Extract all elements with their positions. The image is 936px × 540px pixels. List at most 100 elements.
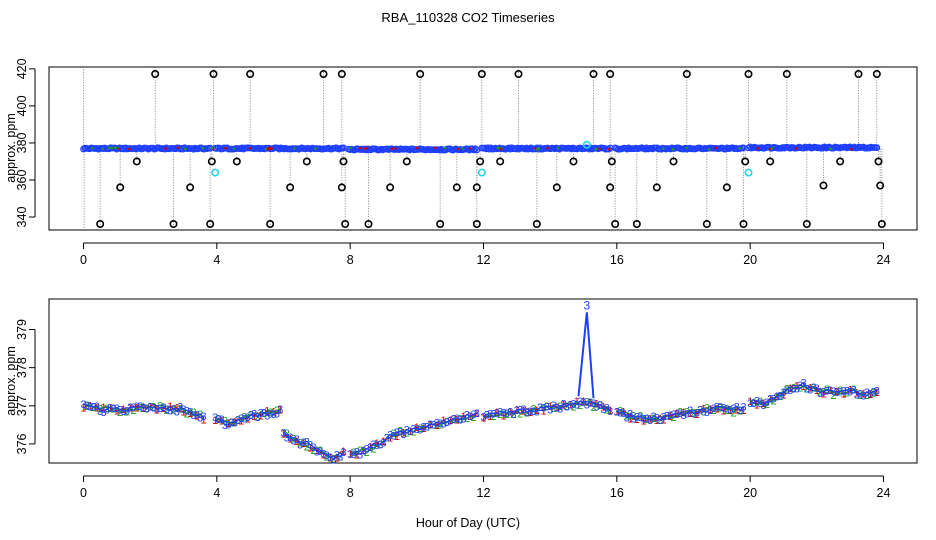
- accent-point: [232, 147, 236, 151]
- outlier-point: [876, 181, 885, 190]
- series-3-marker: 3: [644, 413, 650, 425]
- series-3-marker: 3: [235, 415, 241, 427]
- series-3-marker: 3: [434, 417, 440, 429]
- series-3-marker: 3: [437, 418, 443, 430]
- accent-point: [164, 147, 167, 150]
- outlier-point: [339, 157, 348, 166]
- series-2-marker: 2: [657, 415, 663, 427]
- series-2-line: [349, 415, 477, 455]
- series-3-marker: 3: [300, 437, 306, 449]
- series-2-marker: 2: [604, 405, 610, 417]
- series-2-marker: 2: [350, 447, 356, 459]
- series-1-marker: 1: [840, 389, 846, 401]
- accent-point: [248, 147, 252, 150]
- bottom-y-axis-label: approx. ppm: [4, 346, 18, 415]
- outlier-point-high: [854, 70, 863, 79]
- series-1-marker: 1: [654, 415, 660, 427]
- outlier-point: [286, 183, 295, 192]
- series-3-marker: 3: [660, 411, 666, 423]
- accent-point: [117, 147, 121, 151]
- series-3-marker: 3: [694, 407, 700, 419]
- bottom-x-tick-label: 16: [610, 486, 624, 500]
- series-1-marker: 1: [264, 406, 270, 418]
- accent-point: [224, 146, 227, 150]
- series-3-marker: 3: [407, 426, 413, 438]
- series-3-marker: 3: [184, 405, 190, 417]
- accent-point: [270, 147, 273, 150]
- series-3-marker: 3: [104, 404, 110, 416]
- series-3-marker: 3: [174, 406, 180, 418]
- series-3-marker: 3: [294, 434, 300, 446]
- series-3-marker: 3: [417, 424, 423, 436]
- series-1-marker: 1: [614, 406, 620, 418]
- series-3-marker: 3: [580, 397, 586, 409]
- series-2-marker: 2: [650, 413, 656, 425]
- top-x-tick-label: 24: [877, 253, 891, 267]
- series-3-marker: 3: [650, 411, 656, 423]
- series-3-marker: 3: [324, 450, 330, 462]
- series-3-marker: 3: [304, 437, 310, 449]
- series-3-marker: 3: [284, 432, 290, 444]
- series-1-marker: 1: [140, 403, 146, 415]
- series-3-marker: 3: [430, 419, 436, 431]
- accent-point: [101, 147, 105, 151]
- series-1-marker: 1: [860, 389, 866, 401]
- series-3-marker: 3: [807, 384, 813, 396]
- series-2-marker: 2: [337, 452, 343, 464]
- series-3-marker: 3: [190, 410, 196, 422]
- series-2-marker: 2: [364, 447, 370, 459]
- outlier-point-low: [266, 220, 275, 229]
- series-1-marker: 1: [294, 436, 300, 448]
- series-3-marker: 3: [280, 428, 286, 440]
- outlier-point-high: [606, 70, 615, 79]
- series-3-marker: 3: [784, 385, 790, 397]
- series-3-marker: 3: [577, 396, 583, 408]
- top-y-tick-label: 360: [15, 170, 29, 191]
- series-2-marker: 2: [664, 411, 670, 423]
- outlier-point-high: [337, 70, 346, 79]
- outlier-point-low: [802, 220, 811, 229]
- series-3-marker: 3: [870, 386, 876, 398]
- series-3-marker: 3: [740, 401, 746, 413]
- series-3-marker: 3: [520, 404, 526, 416]
- series-3-marker: 3: [510, 409, 516, 421]
- bottom-x-tick-label: 12: [477, 486, 491, 500]
- series-1-marker: 1: [245, 413, 251, 425]
- series-3-marker: 3: [267, 409, 273, 421]
- series-3-marker: 3: [387, 429, 393, 441]
- series-2-marker: 2: [197, 409, 203, 421]
- top-x-tick-label: 12: [477, 253, 491, 267]
- accent-point: [756, 146, 760, 150]
- series-3-marker: 3: [212, 412, 218, 424]
- series-2-marker: 2: [370, 443, 376, 455]
- series-3-marker: 3: [397, 426, 403, 438]
- series-3-marker: 3: [770, 394, 776, 406]
- series-3-marker: 3: [844, 385, 850, 397]
- series-3-marker: 3: [810, 382, 816, 394]
- series-2-marker: 2: [717, 402, 723, 414]
- outlier-point: [496, 157, 505, 166]
- outlier-point: [836, 157, 845, 166]
- series-3-marker: 3: [97, 406, 103, 418]
- series-3-marker: 3: [794, 383, 800, 395]
- series-2-marker: 2: [290, 433, 296, 445]
- series-1-marker: 1: [700, 403, 706, 415]
- series-3-marker: 3: [261, 408, 267, 420]
- series-2-marker: 2: [517, 409, 523, 421]
- series-2-line: [283, 430, 345, 460]
- series-1-marker: 1: [107, 402, 113, 414]
- series-2-marker: 2: [310, 445, 316, 457]
- series-3-marker: 3: [374, 440, 380, 452]
- series-1-marker: 1: [367, 442, 373, 454]
- series-1-marker: 1: [354, 450, 360, 462]
- bottom-x-tick-label: 20: [743, 486, 757, 500]
- outlier-point-low: [632, 220, 641, 229]
- series-1-marker: 1: [734, 404, 740, 416]
- accent-point: [461, 147, 464, 150]
- data-point: [641, 145, 649, 153]
- data-point: [821, 143, 828, 151]
- outlier-point: [116, 183, 125, 192]
- series-3-marker: 3: [820, 386, 826, 398]
- series-3-marker: 3: [624, 412, 630, 424]
